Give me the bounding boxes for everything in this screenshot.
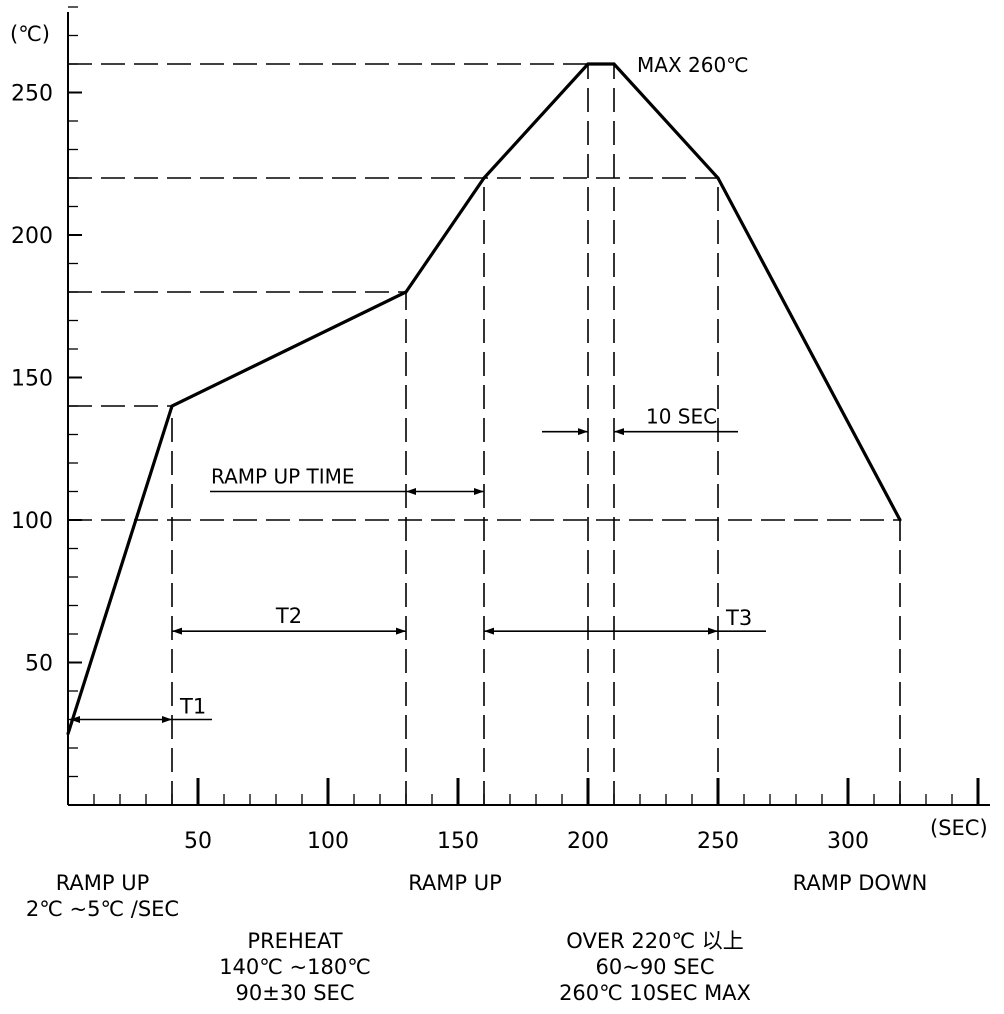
phase-note-preheat: PREHEAT 140℃ ~180℃ 90±30 SEC (200, 928, 390, 1006)
phase-note-ramp-down: RAMP DOWN (760, 870, 960, 896)
phase-note-line: 140℃ ~180℃ (219, 955, 371, 979)
phase-note-ramp-up-1: RAMP UP 2℃ ~5℃ /SEC (10, 870, 195, 922)
dimension-label-t3: T3 (725, 606, 752, 630)
y-axis-unit-label: (℃) (10, 22, 50, 46)
series-point (716, 176, 720, 180)
series-group (66, 62, 902, 736)
phase-note-ramp-up-2: RAMP UP (360, 870, 550, 896)
phase-note-reflow: OVER 220℃ 以上 60~90 SEC 260℃ 10SEC MAX (520, 928, 790, 1006)
y-tick-label: 150 (11, 367, 53, 392)
phase-note-line: PREHEAT (247, 929, 343, 953)
phase-note-line: 60~90 SEC (595, 955, 715, 979)
series-point (66, 732, 70, 736)
series-point (404, 290, 408, 294)
max-temperature-label: MAX 260℃ (637, 53, 749, 77)
phase-note-line: 2℃ ~5℃ /SEC (25, 897, 180, 921)
phase-note-line: RAMP UP (55, 871, 150, 895)
y-tick-label: 100 (11, 509, 53, 534)
dimension-markers: T1 T2 T3 RAMP UP TIME 10 SEC (70, 405, 766, 723)
dimension-label-t2: T2 (275, 604, 302, 628)
y-tick-label: 250 (11, 82, 53, 107)
x-tick-label: 100 (307, 829, 349, 854)
x-tick-label: 50 (184, 829, 212, 854)
phase-note-line: OVER 220℃ 以上 (566, 929, 744, 953)
y-tick-label: 200 (11, 224, 53, 249)
chart-text: MAX 260℃ (637, 53, 749, 77)
x-tick-label: 300 (827, 829, 869, 854)
phase-note-line: RAMP DOWN (792, 871, 928, 895)
x-tick-label: 200 (567, 829, 609, 854)
series-line-1 (66, 62, 902, 735)
series-point (586, 62, 590, 66)
dimension-label-10-sec: 10 SEC (646, 405, 717, 429)
series-point (170, 404, 174, 408)
dimension-label-ramp-up-time: RAMP UP TIME (211, 465, 355, 489)
dimension-label-t1: T1 (179, 695, 206, 719)
phase-note-line: 260℃ 10SEC MAX (559, 981, 751, 1005)
x-tick-label: 150 (437, 829, 479, 854)
phase-note-line: 90±30 SEC (235, 981, 355, 1005)
x-axis-unit-label: (SEC) (930, 816, 988, 840)
y-tick-label: 50 (25, 652, 53, 677)
phase-note-line: RAMP UP (408, 871, 502, 895)
x-tick-label: 250 (697, 829, 739, 854)
series-point (612, 62, 616, 66)
series-point (898, 518, 902, 522)
axes: 50 100 150 200 250 50 100 150 200 250 300 (11, 6, 990, 854)
series-point (482, 176, 486, 180)
